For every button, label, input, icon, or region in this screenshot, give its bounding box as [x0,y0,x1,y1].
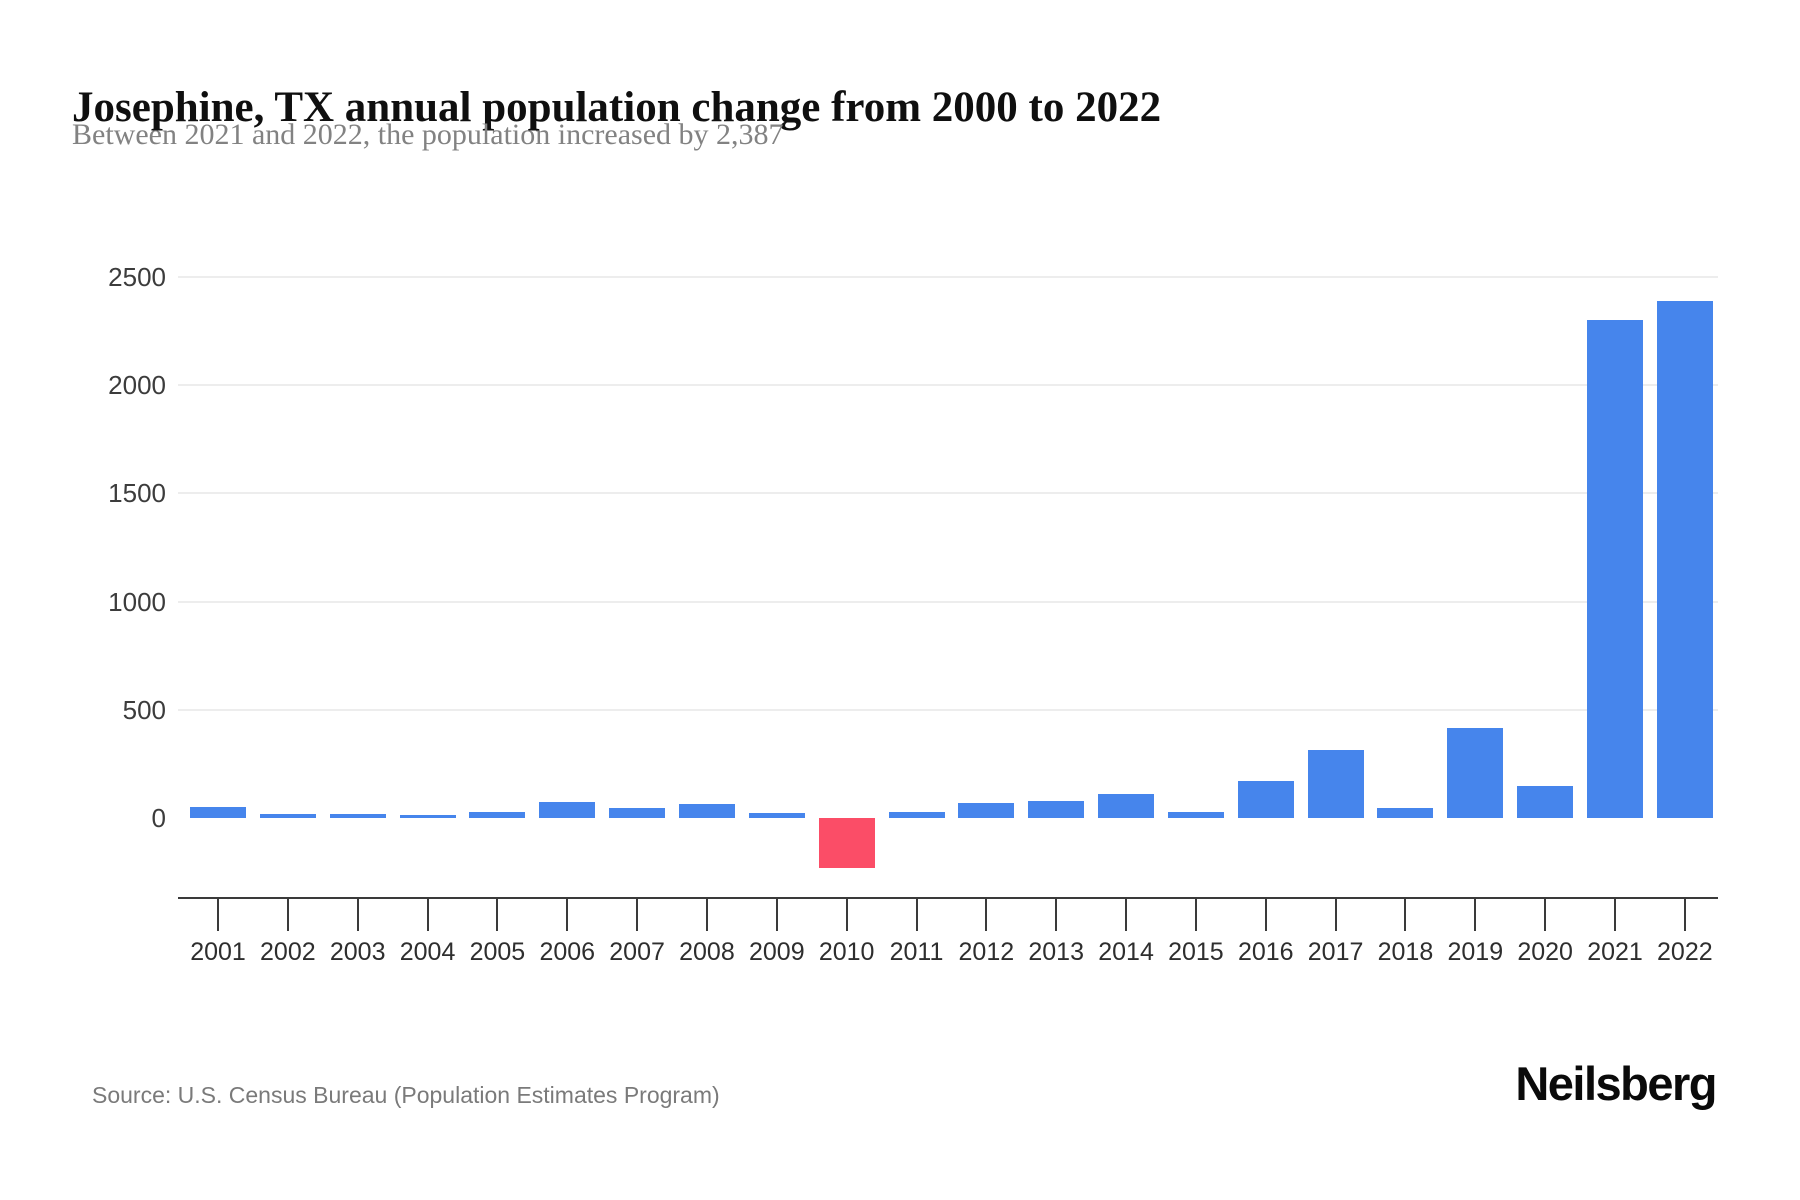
bar-2009 [748,812,805,818]
x-tick-2019 [1474,899,1477,931]
x-tick-2006 [566,899,569,931]
gridline-2000 [178,384,1718,387]
x-tick-label-2009: 2009 [748,938,805,966]
x-tick-2012 [985,899,988,931]
bar-2007 [609,808,666,818]
brand-logo: Neilsberg [1515,1057,1717,1110]
bar-2014 [1098,794,1155,818]
x-tick-label-2017: 2017 [1307,938,1364,966]
bar-2018 [1377,808,1434,818]
bar-2011 [888,811,945,818]
x-tick-label-2001: 2001 [190,938,246,966]
x-tick-2018 [1404,899,1407,931]
x-tick-2005 [496,899,499,931]
bar-2008 [678,803,735,818]
x-tick-label-2013: 2013 [1028,938,1084,966]
x-tick-2022 [1683,899,1686,931]
y-tick-label-0: 0 [151,803,166,833]
bar-2020 [1517,785,1574,818]
x-tick-label-2015: 2015 [1168,938,1224,966]
x-tick-label-2020: 2020 [1517,938,1573,966]
bar-2022 [1656,301,1713,818]
x-tick-label-2008: 2008 [679,938,735,966]
x-tick-label-2005: 2005 [469,938,526,966]
x-tick-label-2007: 2007 [609,938,665,966]
bar-2001 [190,807,246,818]
x-tick-label-2022: 2022 [1657,938,1713,966]
x-tick-label-2021: 2021 [1587,938,1643,966]
bar-2004 [399,814,456,818]
bar-2019 [1447,728,1504,818]
bar-2002 [259,813,316,818]
x-tick-2017 [1334,899,1337,931]
x-axis-line [178,897,1718,899]
bar-2010 [818,818,875,868]
x-tick-label-2018: 2018 [1377,938,1434,966]
x-tick-label-2016: 2016 [1237,938,1294,966]
x-tick-2008 [705,899,708,931]
bar-2013 [1028,800,1085,818]
y-tick-label-500: 500 [122,694,166,725]
x-tick-label-2012: 2012 [958,938,1015,966]
x-tick-2003 [356,899,359,931]
bar-2015 [1167,811,1224,818]
x-tick-label-2011: 2011 [889,938,944,966]
x-tick-label-2004: 2004 [399,938,456,966]
x-tick-2001 [217,899,219,931]
source-text: Source: U.S. Census Bureau (Population E… [92,1082,720,1108]
y-tick-label-2500: 2500 [108,262,166,292]
x-tick-label-2006: 2006 [539,938,596,966]
x-tick-label-2019: 2019 [1447,938,1504,966]
chart-title: Josephine, TX annual population change f… [72,83,1162,131]
x-tick-label-2010: 2010 [818,938,875,966]
x-tick-2014 [1125,899,1128,931]
x-tick-2016 [1264,899,1267,931]
bar-2003 [329,813,386,818]
x-tick-2021 [1614,899,1616,931]
x-tick-label-2002: 2002 [260,938,316,966]
x-tick-2009 [775,899,778,931]
x-tick-2010 [845,899,848,931]
gridline-500 [178,708,1718,711]
y-tick-label-1000: 1000 [108,586,166,617]
bar-2021 [1587,320,1643,818]
x-tick-2002 [286,899,289,931]
x-tick-2004 [426,899,429,931]
bar-2012 [958,802,1015,818]
x-tick-2013 [1055,899,1058,931]
gridline-2500 [178,276,1718,278]
x-tick-label-2003: 2003 [329,938,386,966]
chart-subtitle: Between 2021 and 2022, the population in… [72,118,784,151]
bar-2016 [1237,781,1294,818]
y-tick-label-2000: 2000 [108,370,166,401]
x-tick-2011 [915,899,918,931]
x-tick-label-2014: 2014 [1098,938,1154,966]
bar-2005 [469,811,526,818]
x-tick-2020 [1544,899,1547,931]
x-tick-2007 [636,899,639,931]
y-tick-label-1500: 1500 [108,478,166,509]
gridline-1500 [178,492,1718,495]
x-tick-2015 [1194,899,1197,931]
gridline-1000 [178,600,1718,603]
bar-2017 [1307,749,1364,818]
bar-2006 [539,801,596,818]
